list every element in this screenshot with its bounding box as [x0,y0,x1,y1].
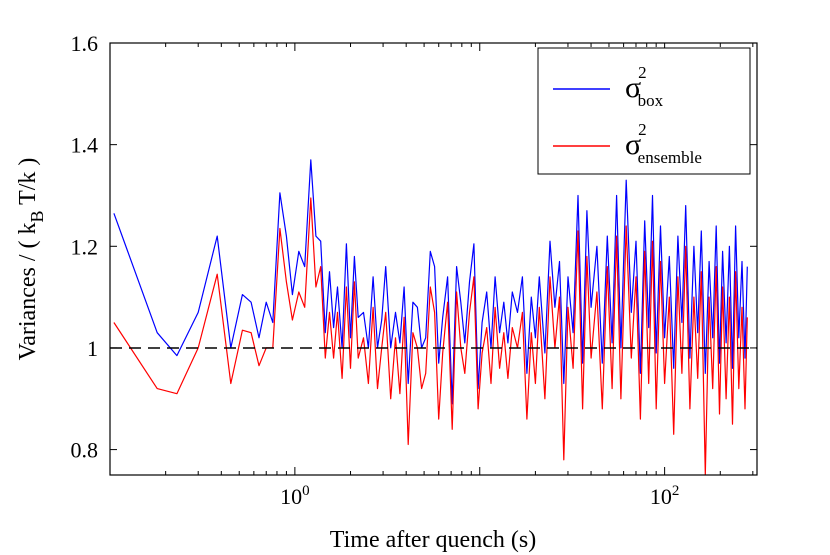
x-axis-title: Time after quench (s) [330,527,536,553]
x-tick-label-exponent: 2 [672,483,680,499]
y-tick-label: 1 [87,336,98,361]
x-tick-label: 100 [280,483,310,509]
legend-sub-box: box [638,91,664,110]
y-tick-label: 1.6 [71,31,99,56]
x-tick-label-base: 10 [280,484,302,509]
x-tick-label: 102 [650,483,680,509]
legend: σ2 box σ2 ensemble [537,47,751,175]
y-tick-label: 1.2 [71,234,99,259]
legend-sup-ensemble: 2 [638,120,647,139]
legend-symbol-box: σ [625,71,641,104]
y-tick-label: 1.4 [71,133,99,158]
legend-sup-box: 2 [638,63,647,82]
legend-label-box: σ2 box [625,63,664,110]
y-axis-title-suffix: T/k ) [15,158,41,211]
y-axis-title-prefix: Variances / ( k [15,222,41,360]
series-line-1 [113,197,748,475]
series-layer [113,159,748,475]
x-tick-label-exponent: 0 [302,483,310,499]
x-tick-label-base: 10 [650,484,672,509]
y-axis-title: Variances / ( kB T/k ) [15,158,47,361]
plot-content [110,159,757,475]
legend-label-ensemble: σ2 ensemble [625,120,702,167]
legend-symbol-ensemble: σ [625,128,641,161]
y-tick-label: 0.8 [71,438,99,463]
plot-frame [109,42,758,476]
y-axis-title-subscript: B [27,210,47,222]
legend-box [537,47,751,175]
series-line-0 [113,159,748,405]
legend-sub-ensemble: ensemble [638,148,702,167]
